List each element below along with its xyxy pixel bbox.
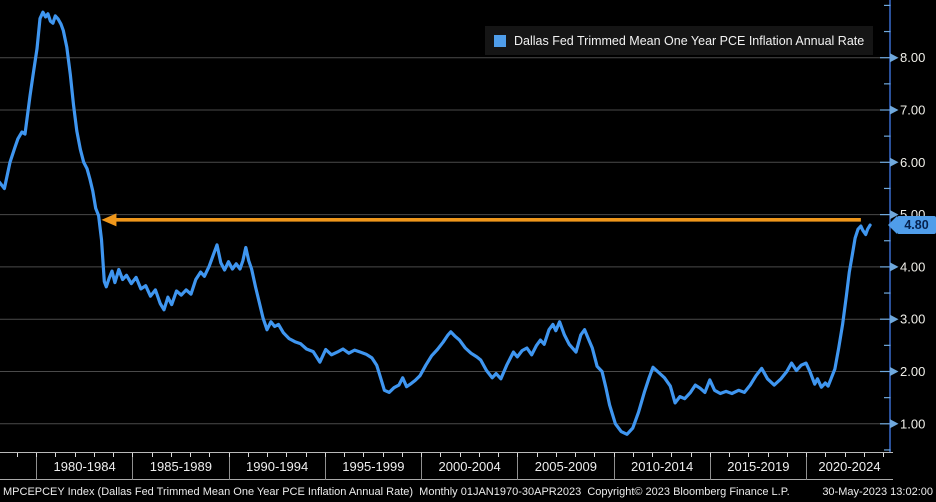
x-axis-year-tick [74,453,76,457]
x-axis-year-tick [690,453,692,457]
series-legend-label: Dallas Fed Trimmed Mean One Year PCE Inf… [514,33,865,48]
x-axis-year-tick [16,453,18,457]
x-axis-year-tick [652,453,653,457]
chart-plot-area[interactable]: 8.007.006.005.004.003.002.001.00 [0,0,936,452]
x-axis-year-tick [478,453,480,457]
y-axis-tick-arrow-icon [890,53,899,63]
y-axis-label: 8.00 [900,50,925,65]
x-axis-year-tick [844,453,846,457]
y-axis-label: 4.00 [900,259,925,274]
y-axis-label: 1.00 [900,416,925,431]
x-axis-year-tick [632,453,634,457]
x-axis-year-tick [132,453,134,457]
y-axis-label: 6.00 [900,155,925,170]
x-axis-year-tick [363,453,365,457]
x-axis-year-tick [401,453,403,457]
x-axis-year-tick [825,453,827,457]
x-axis-year-tick [883,453,884,457]
x-axis-year-tick [190,453,191,457]
x-axis-period-label: 1980-1984 [36,453,132,480]
x-axis-year-tick [113,453,114,457]
x-axis-year-tick [748,453,750,457]
x-axis-year-tick [786,453,788,457]
y-axis-label: 3.00 [900,312,925,327]
x-axis-year-tick [170,453,172,457]
x-axis-period-label: 1990-1994 [228,453,325,480]
x-axis-year-tick [228,453,230,457]
x-axis-year-tick [806,453,807,457]
x-axis-year-tick [209,453,211,457]
x-axis-year-tick [324,453,326,457]
series-swatch-icon [494,34,506,47]
x-axis-year-tick [305,453,307,457]
x-axis-year-tick [382,453,384,457]
x-axis-period-label: 1995-1999 [324,453,421,480]
x-axis-band: 1980-1984 1985-1989 1990-1994 1995-1999 2000… [0,452,893,480]
x-axis-period-label: 2005-2009 [517,453,613,480]
status-bar-left-text: MPCEPCEY Index (Dallas Fed Trimmed Mean … [3,485,790,498]
x-axis-year-tick [729,453,730,457]
x-axis-year-tick [767,453,769,457]
x-axis-year-tick [594,453,596,457]
x-axis-year-tick [93,453,95,457]
x-axis-period-label: 2015-2019 [709,453,806,480]
x-axis-year-tick [440,453,442,457]
x-axis-year-tick [709,453,711,457]
annotation-arrow-head-icon [101,213,117,227]
y-axis-tick-arrow-icon [890,367,899,376]
y-axis-tick-arrow-icon [890,157,899,167]
x-axis-year-tick [55,453,57,457]
x-axis-year-tick [267,453,268,457]
y-axis-tick-arrow-icon [890,419,899,429]
x-axis-year-tick [247,453,249,457]
chart-legend[interactable]: Dallas Fed Trimmed Mean One Year PCE Inf… [485,26,874,55]
y-axis-label: 2.00 [900,364,925,379]
last-value-text: 4.80 [904,218,929,232]
x-axis-year-tick [863,453,865,457]
inflation-line-series [0,10,872,436]
x-axis-year-tick [671,453,673,457]
x-axis-year-tick [498,453,499,457]
y-axis-tick-arrow-icon [890,105,899,115]
status-bar: MPCEPCEY Index (Dallas Fed Trimmed Mean … [0,481,936,502]
x-axis-period-label: 2020-2024 [806,453,892,480]
x-axis-year-tick [613,453,615,457]
x-axis-year-tick [151,453,153,457]
x-axis-period-label: 2010-2014 [613,453,710,480]
x-axis-year-tick [536,453,538,457]
y-axis-tick-arrow-icon [890,314,899,324]
x-axis-period-label: 2000-2004 [421,453,517,480]
y-axis-tick-arrow-icon [890,262,899,272]
x-axis-year-tick [575,453,576,457]
x-axis-year-tick [286,453,288,457]
x-axis-year-tick [344,453,345,457]
x-axis-period-label: 1985-1989 [132,453,228,480]
x-axis-year-tick [421,453,422,457]
y-axis-label: 7.00 [900,103,925,118]
x-axis-year-tick [36,453,37,457]
status-bar-timestamp: 30-May-2023 13:02:00 [822,485,933,498]
x-axis-year-tick [459,453,461,457]
last-value-badge: 4.80 [888,216,936,234]
x-axis-year-tick [555,453,557,457]
x-axis-year-tick [517,453,519,457]
